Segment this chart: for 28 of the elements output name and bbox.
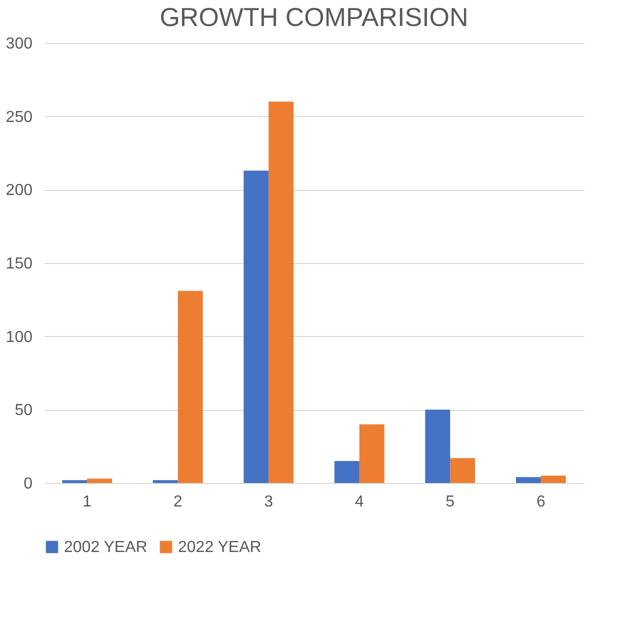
x-tick-label: 6 bbox=[536, 494, 546, 510]
bar bbox=[244, 170, 269, 483]
y-tick-label: 50 bbox=[14, 402, 33, 420]
y-tick-label: 0 bbox=[24, 476, 33, 492]
x-tick-label: 5 bbox=[446, 494, 455, 510]
chart-title: GROWTH COMPARISION bbox=[160, 2, 468, 32]
bar bbox=[425, 410, 450, 483]
legend-label: 2002 YEAR bbox=[64, 539, 148, 556]
y-tick-label: 250 bbox=[6, 108, 33, 126]
bar bbox=[87, 478, 112, 483]
bar bbox=[62, 480, 88, 483]
bar bbox=[178, 290, 203, 483]
y-tick-label: 150 bbox=[6, 256, 33, 272]
bar bbox=[540, 476, 566, 483]
y-tick-label: 300 bbox=[6, 36, 33, 52]
bar bbox=[268, 102, 294, 483]
bar bbox=[359, 424, 384, 483]
bar bbox=[450, 458, 476, 483]
x-tick-label: 2 bbox=[173, 494, 182, 510]
y-tick-label: 200 bbox=[6, 182, 33, 200]
x-tick-label: 4 bbox=[354, 494, 364, 510]
bar bbox=[334, 461, 360, 483]
y-tick-label: 100 bbox=[6, 328, 33, 346]
x-tick-label: 1 bbox=[82, 494, 92, 510]
legend-label: 2022 YEAR bbox=[178, 539, 262, 556]
bar bbox=[152, 480, 178, 483]
bar bbox=[516, 477, 541, 483]
x-tick-label: 3 bbox=[264, 494, 274, 510]
